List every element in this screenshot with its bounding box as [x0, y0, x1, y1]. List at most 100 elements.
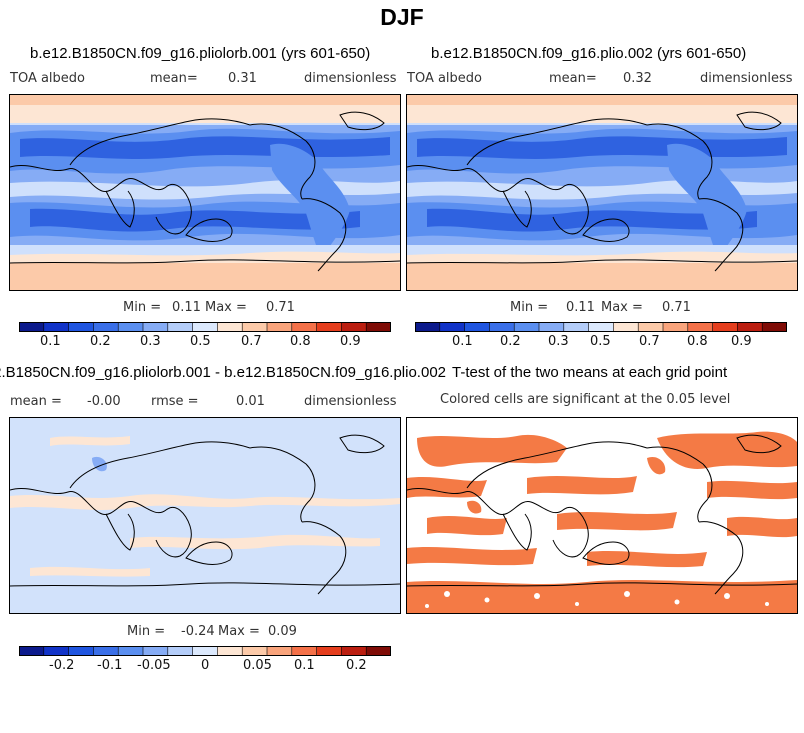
colorbar-tick-label: 0.2 — [90, 334, 111, 349]
colorbar-tick-label: 0.9 — [731, 334, 752, 349]
map-bottom-left — [9, 417, 401, 614]
colorbar-swatch — [118, 646, 144, 656]
colorbar-swatch — [514, 322, 540, 332]
colorbar-tick-label: 0.1 — [294, 658, 315, 673]
colorbar-border — [415, 322, 787, 332]
units-top-left: dimensionless — [304, 71, 397, 86]
colorbar-tick-label: 0.7 — [241, 334, 262, 349]
colorbar-swatch — [737, 322, 763, 332]
colorbar-swatch — [43, 322, 69, 332]
colorbar-swatch — [93, 322, 119, 332]
colorbar-swatch — [588, 322, 614, 332]
colorbar-swatch — [341, 322, 367, 332]
colorbar-swatch — [192, 646, 218, 656]
colorbar-svg-top-right — [415, 322, 787, 332]
map-svg-bottom-left — [10, 418, 400, 613]
colorbar-swatch — [539, 322, 565, 332]
colorbar-tick-label: 0.9 — [340, 334, 361, 349]
colorbar-swatch — [192, 322, 218, 332]
panel-subtitle-bottom-right: Colored cells are significant at the 0.0… — [440, 392, 731, 407]
colorbar-top-right — [415, 322, 787, 332]
colorbar-tick-label: 0.7 — [639, 334, 660, 349]
colorbar-swatch — [19, 646, 45, 656]
max-label-top-right: Max = — [601, 300, 643, 315]
min-value-top-left: 0.11 — [172, 300, 201, 315]
colorbar-swatch — [638, 322, 664, 332]
min-label-top-right: Min = — [510, 300, 549, 315]
colorbar-swatch — [267, 322, 293, 332]
min-value-bottom-left: -0.24 — [181, 624, 215, 639]
units-bottom-left: dimensionless — [304, 394, 397, 409]
mean-value-bottom-left: -0.00 — [87, 394, 121, 409]
figure-title: DJF — [380, 4, 424, 30]
panel-title-top-left: b.e12.B1850CN.f09_g16.pliolorb.001 (yrs … — [30, 45, 371, 62]
min-label-top-left: Min = — [123, 300, 162, 315]
colorbar-svg-top-left — [19, 322, 391, 332]
map-bottom-right — [406, 417, 798, 614]
colorbar-swatch — [217, 322, 243, 332]
colorbar-swatch — [663, 322, 689, 332]
colorbar-swatch — [291, 646, 317, 656]
map-top-right — [406, 94, 798, 291]
colorbar-swatch — [316, 646, 342, 656]
colorbar-swatch — [563, 322, 589, 332]
map-svg-top-left — [10, 95, 400, 290]
colorbar-top-left — [19, 322, 391, 332]
mean-label-top-right: mean= — [549, 71, 597, 86]
colorbar-tick-label: 0.3 — [140, 334, 161, 349]
units-top-right: dimensionless — [700, 71, 793, 86]
colorbar-tick-label: 0.8 — [687, 334, 708, 349]
rmse-value-bottom-left: 0.01 — [236, 394, 265, 409]
mean-label-top-left: mean= — [150, 71, 198, 86]
max-label-top-left: Max = — [205, 300, 247, 315]
colorbar-swatch — [366, 322, 391, 332]
colorbar-tick-label: 0.8 — [290, 334, 311, 349]
colorbar-swatch — [267, 646, 293, 656]
colorbar-labels-top-left: 0.1 0.2 0.3 0.5 0.7 0.8 0.9 — [19, 334, 391, 350]
min-label-bottom-left: Min = — [127, 624, 166, 639]
colorbar-swatch — [242, 646, 268, 656]
colorbar-swatch — [439, 322, 465, 332]
mean-label-bottom-left: mean = — [10, 394, 62, 409]
max-value-bottom-left: 0.09 — [268, 624, 297, 639]
colorbar-swatch — [167, 322, 193, 332]
colorbar-svg-bottom-left — [19, 646, 391, 656]
mean-value-top-left: 0.31 — [228, 71, 257, 86]
colorbar-swatch — [464, 322, 490, 332]
map-svg-bottom-right — [407, 418, 797, 613]
colorbar-swatch — [68, 646, 94, 656]
colorbar-labels-bottom-left: -0.2 -0.1 -0.05 0 0.05 0.1 0.2 — [19, 658, 391, 674]
colorbar-border — [19, 322, 391, 332]
colorbar-swatch — [143, 322, 169, 332]
colorbar-swatch — [613, 322, 639, 332]
max-label-bottom-left: Max = — [218, 624, 260, 639]
panel-title-bottom-right: T-test of the two means at each grid poi… — [452, 364, 728, 381]
max-value-top-right: 0.71 — [662, 300, 691, 315]
map-top-left — [9, 94, 401, 291]
colorbar-bottom-left — [19, 646, 391, 656]
colorbar-swatch — [341, 646, 367, 656]
colorbar-swatch — [762, 322, 787, 332]
colorbar-tick-label: -0.2 — [49, 658, 75, 673]
colorbar-swatch — [217, 646, 243, 656]
colorbar-tick-label: 0.05 — [243, 658, 272, 673]
colorbar-labels-top-right: 0.1 0.2 0.3 0.5 0.7 0.8 0.9 — [415, 334, 787, 350]
colorbar-swatch — [316, 322, 342, 332]
rmse-label-bottom-left: rmse = — [151, 394, 199, 409]
mean-value-top-right: 0.32 — [623, 71, 652, 86]
panel-title-bottom-left: b.e12.B1850CN.f09_g16.pliolorb.001 - b.e… — [0, 364, 446, 381]
colorbar-tick-label: 0.2 — [346, 658, 367, 673]
max-value-top-left: 0.71 — [266, 300, 295, 315]
min-value-top-right: 0.11 — [566, 300, 595, 315]
panel-left-label-top-left: TOA albedo — [10, 71, 86, 86]
colorbar-tick-label: -0.05 — [137, 658, 171, 673]
colorbar-tick-label: -0.1 — [97, 658, 123, 673]
colorbar-tick-label: 0.1 — [40, 334, 61, 349]
panel-title-clip-bottom-left: b.e12.B1850CN.f09_g16.pliolorb.001 - b.e… — [0, 364, 446, 386]
colorbar-tick-label: 0.1 — [452, 334, 473, 349]
colorbar-swatch — [712, 322, 738, 332]
colorbar-swatch — [415, 322, 441, 332]
map-svg-top-right — [407, 95, 797, 290]
colorbar-swatch — [687, 322, 713, 332]
colorbar-swatch — [291, 322, 317, 332]
